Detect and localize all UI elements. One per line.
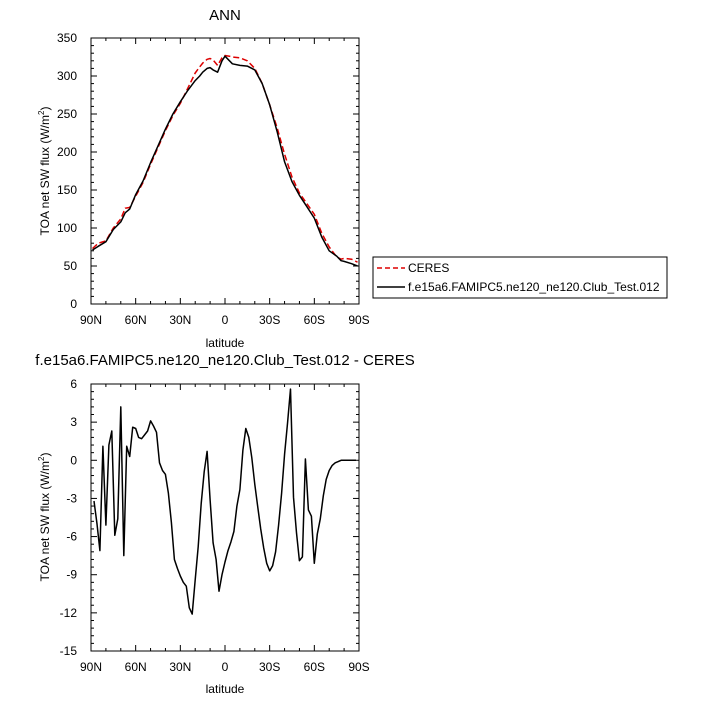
bottom-y-axis-label-main: TOA net SW flux (W/m — [38, 461, 52, 581]
top-x-tick-label: 60N — [125, 313, 147, 327]
bottom-x-axis-label: latitude — [206, 682, 245, 696]
top-y-axis-label: TOA net SW flux (W/m2) — [37, 107, 52, 236]
bottom-y-tick-label: 3 — [70, 415, 77, 429]
bottom-axis-ticks: 90N 60N 30N 0 30S 60S 90S 6 3 0 -3 -6 -9 -12 -15 — [60, 377, 370, 674]
top-y-axis-label-tail: ) — [38, 107, 52, 111]
top-plot-frame — [90, 37, 360, 305]
top-y-tick-label: 150 — [57, 183, 77, 197]
bottom-x-tick-label: 90N — [80, 660, 102, 674]
top-axis-ticks: 90N 60N 30N 0 30S 60S 90S 0 50 100 150 200 250 300 350 — [57, 31, 370, 327]
bottom-y-tick-label: -9 — [66, 568, 77, 582]
top-x-axis-label: latitude — [206, 336, 245, 350]
bottom-x-tick-label: 90S — [348, 660, 369, 674]
top-chart-title: ANN — [209, 7, 241, 24]
top-y-axis-label-main: TOA net SW flux (W/m — [38, 115, 52, 235]
bottom-x-tick-label: 30N — [169, 660, 191, 674]
legend-label-model: f.e15a6.FAMIPC5.ne120_ne120.Club_Test.01… — [408, 280, 660, 294]
top-x-tick-label: 90S — [348, 313, 369, 327]
bottom-x-tick-label: 60S — [304, 660, 325, 674]
top-y-tick-label: 350 — [57, 31, 77, 45]
top-y-tick-label: 200 — [57, 145, 77, 159]
top-y-axis-label-sup: 2 — [37, 110, 46, 115]
bottom-plot-frame — [90, 383, 360, 652]
bottom-x-tick-label: 60N — [125, 660, 147, 674]
bottom-chart-title: f.e15a6.FAMIPC5.ne120_ne120.Club_Test.01… — [35, 352, 414, 369]
bottom-y-tick-label: 0 — [70, 453, 77, 467]
top-y-tick-label: 50 — [64, 259, 78, 273]
bottom-y-tick-label: -15 — [60, 644, 78, 658]
bottom-x-tick-label: 0 — [222, 660, 229, 674]
top-x-tick-label: 30N — [169, 313, 191, 327]
top-y-tick-label: 250 — [57, 107, 77, 121]
top-series-line-1 — [92, 55, 358, 267]
legend-box — [372, 256, 668, 299]
top-y-tick-label: 0 — [70, 297, 77, 311]
bottom-series-lines — [93, 388, 356, 615]
bottom-y-tick-label: 6 — [70, 377, 77, 391]
bottom-y-axis-label-tail: ) — [38, 453, 52, 457]
bottom-series-line-0 — [93, 388, 356, 615]
legend-label-ceres: CERES — [408, 261, 449, 275]
bottom-y-tick-label: -3 — [66, 491, 77, 505]
top-x-tick-label: 30S — [259, 313, 280, 327]
top-y-tick-label: 300 — [57, 69, 77, 83]
top-x-tick-label: 0 — [222, 313, 229, 327]
top-panel: ANN 90N 60N 30N 0 30S 60S 90S 0 50 100 150 200 250 30… — [37, 7, 668, 350]
bottom-x-tick-label: 30S — [259, 660, 280, 674]
top-x-tick-label: 60S — [304, 313, 325, 327]
bottom-y-tick-label: -6 — [66, 530, 77, 544]
bottom-y-axis-label: TOA net SW flux (W/m2) — [37, 453, 52, 582]
bottom-panel: f.e15a6.FAMIPC5.ne120_ne120.Club_Test.01… — [35, 352, 414, 696]
top-x-tick-label: 90N — [80, 313, 102, 327]
top-y-tick-label: 100 — [57, 221, 77, 235]
bottom-y-tick-label: -12 — [60, 606, 78, 620]
top-series-lines — [91, 54, 358, 267]
bottom-y-axis-label-sup: 2 — [37, 456, 46, 461]
top-series-line-0 — [91, 54, 358, 263]
legend: CERES f.e15a6.FAMIPC5.ne120_ne120.Club_T… — [372, 256, 668, 299]
